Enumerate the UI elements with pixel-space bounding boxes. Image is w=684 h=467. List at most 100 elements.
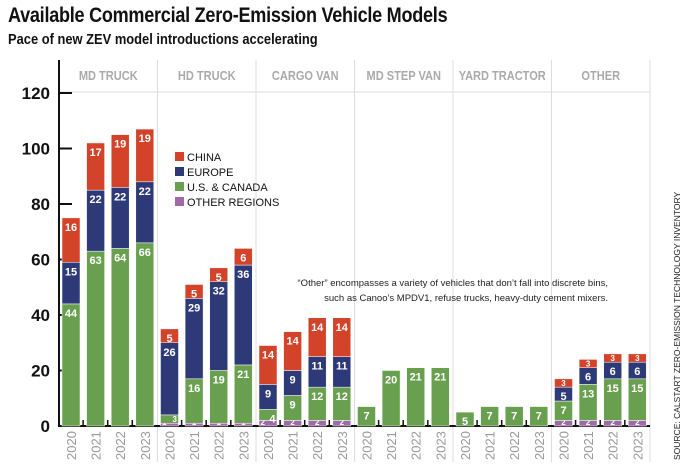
data-label: 6 — [610, 366, 616, 378]
legend-label: EUROPE — [187, 167, 233, 179]
bar-segment-china — [135, 128, 155, 183]
year-label: 2021 — [187, 431, 202, 460]
data-label: 13 — [582, 388, 594, 400]
bar-segment-china — [184, 284, 204, 299]
data-label: 2 — [290, 418, 295, 427]
data-label: 14 — [336, 322, 349, 334]
bar-segment-u-s-canada — [455, 411, 475, 427]
bar-segment-u-s-canada — [381, 370, 401, 427]
legend-label: OTHER REGIONS — [187, 197, 279, 209]
year-label: 2020 — [557, 431, 572, 460]
data-label: 21 — [410, 372, 422, 384]
year-label: 2021 — [581, 431, 596, 460]
data-label: 3 — [635, 354, 640, 363]
data-label: 2 — [261, 418, 266, 427]
group-label: HD TRUCK — [178, 68, 236, 83]
data-label: 5 — [462, 416, 468, 428]
bar-segment-u-s-canada — [135, 242, 155, 427]
data-label: 14 — [262, 350, 275, 362]
chart-title: Available Commercial Zero-Emission Vehic… — [8, 4, 448, 27]
data-label: 21 — [434, 372, 446, 384]
data-label: 2 — [340, 418, 345, 427]
data-label: 11 — [311, 361, 323, 373]
year-label: 2023 — [335, 431, 350, 460]
year-label: 2022 — [310, 431, 325, 460]
data-label: 29 — [188, 302, 200, 314]
year-label: 2023 — [630, 431, 645, 460]
bar-segment-china — [578, 359, 598, 368]
data-label: 32 — [213, 286, 225, 298]
legend-swatch — [175, 197, 184, 206]
bar-segment-u-s-canada — [110, 248, 130, 427]
data-label: 2 — [586, 418, 591, 427]
group-label: YARD TRACTOR — [459, 68, 546, 83]
bar-segment-u-s-canada — [357, 406, 376, 427]
data-label: 7 — [511, 411, 517, 423]
y-tick-label: 0 — [41, 417, 50, 436]
data-label: 3 — [586, 360, 591, 369]
y-tick-label: 20 — [31, 362, 50, 381]
bar-segment-u-s-canada — [61, 303, 81, 427]
data-label: 3 — [561, 379, 566, 388]
bar-segment-u-s-canada — [86, 250, 105, 427]
y-tick-label: 60 — [31, 251, 50, 270]
data-label: 3 — [173, 415, 178, 424]
data-label: 2 — [561, 418, 566, 427]
annotation-text: such as Canoo’s MPDV1, refuse trucks, he… — [324, 293, 608, 304]
year-label: 2021 — [89, 431, 104, 460]
data-label: 3 — [610, 354, 615, 363]
bar-segment-china — [307, 317, 327, 357]
year-label: 2023 — [532, 431, 547, 460]
data-label: 7 — [536, 411, 542, 423]
data-label: 15 — [631, 383, 643, 395]
data-label: 14 — [311, 322, 324, 334]
data-label: 19 — [114, 139, 126, 151]
bar-segment-china — [258, 345, 278, 385]
data-label: 9 — [265, 388, 271, 400]
y-tick-label: 100 — [22, 140, 50, 159]
bar-segment-u-s-canada — [529, 406, 549, 427]
data-label: 6 — [240, 252, 246, 264]
data-label: 15 — [607, 383, 619, 395]
source-note: SOURCE: CALSTART ZERO-EMISSION TECHNOLOG… — [672, 192, 682, 460]
data-label: 36 — [237, 269, 249, 281]
data-label: 15 — [65, 266, 77, 278]
data-label: 7 — [560, 405, 566, 417]
data-label: 12 — [336, 391, 348, 403]
group-label: OTHER — [581, 68, 620, 83]
year-label: 2023 — [236, 431, 251, 460]
year-label: 2022 — [113, 431, 128, 460]
year-label: 2021 — [483, 431, 498, 460]
legend-label: U.S. & CANADA — [187, 182, 268, 194]
data-label: 20 — [385, 375, 397, 387]
bar-segment-china — [332, 317, 352, 357]
bar-segment-china — [283, 331, 302, 371]
data-label: 21 — [237, 369, 249, 381]
year-label: 2021 — [384, 431, 399, 460]
bar-segment-china — [603, 353, 622, 363]
data-label: 9 — [290, 375, 296, 387]
year-label: 2023 — [433, 431, 448, 460]
bar-segment-china — [209, 267, 228, 282]
data-label: 16 — [65, 222, 77, 234]
chart-subtitle: Pace of new ZEV model introductions acce… — [8, 31, 318, 48]
data-label: 2 — [635, 418, 640, 427]
bar-segment-china — [86, 142, 105, 191]
legend-swatch — [175, 182, 184, 191]
year-label: 2020 — [458, 431, 473, 460]
year-label: 2020 — [64, 431, 79, 460]
legend-swatch — [175, 152, 184, 161]
data-label: 5 — [166, 333, 172, 345]
year-label: 2021 — [286, 431, 301, 460]
data-label: 14 — [286, 336, 299, 348]
data-label: 5 — [191, 288, 197, 300]
data-label: 19 — [139, 133, 151, 145]
year-label: 2023 — [138, 431, 153, 460]
data-label: 6 — [585, 372, 591, 384]
legend-label: CHINA — [187, 152, 222, 164]
y-tick-label: 40 — [31, 306, 50, 325]
data-label: 5 — [560, 391, 566, 403]
group-label: MD STEP VAN — [367, 68, 441, 83]
